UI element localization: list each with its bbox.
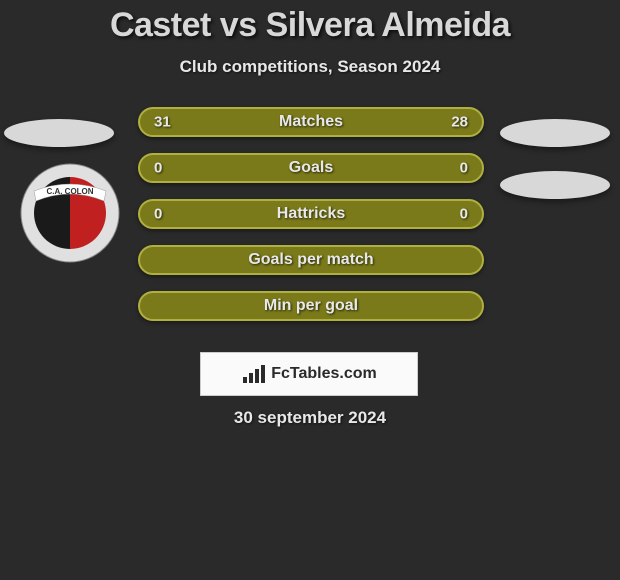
bar-label: Min per goal [264,297,358,315]
placeholder-oval-right-1 [500,119,610,147]
bar-goals: 0 Goals 0 [138,153,484,183]
bar-label: Matches [279,113,343,131]
bar-label: Goals [289,159,333,177]
bar-left-value: 0 [154,206,162,223]
placeholder-oval-left-1 [4,119,114,147]
bar-hattricks: 0 Hattricks 0 [138,199,484,229]
club-badge-colon: C.A. COLON [20,163,120,263]
bar-matches: 31 Matches 28 [138,107,484,137]
stat-bars: 31 Matches 28 0 Goals 0 0 Hattricks 0 Go… [138,107,484,337]
bar-min-per-goal: Min per goal [138,291,484,321]
bar-left-value: 0 [154,160,162,177]
brand-box: FcTables.com [200,352,418,396]
svg-text:C.A. COLON: C.A. COLON [46,187,93,196]
bar-left-value: 31 [154,114,171,131]
subtitle: Club competitions, Season 2024 [0,57,620,77]
bar-label: Goals per match [248,251,373,269]
bar-label: Hattricks [277,205,345,223]
page-title: Castet vs Silvera Almeida [0,0,620,45]
bar-right-value: 0 [460,160,468,177]
bar-right-value: 0 [460,206,468,223]
placeholder-oval-right-2 [500,171,610,199]
brand-text: FcTables.com [271,365,377,383]
date-label: 30 september 2024 [0,408,620,428]
bar-right-value: 28 [451,114,468,131]
bar-goals-per-match: Goals per match [138,245,484,275]
chart-icon [241,363,267,385]
